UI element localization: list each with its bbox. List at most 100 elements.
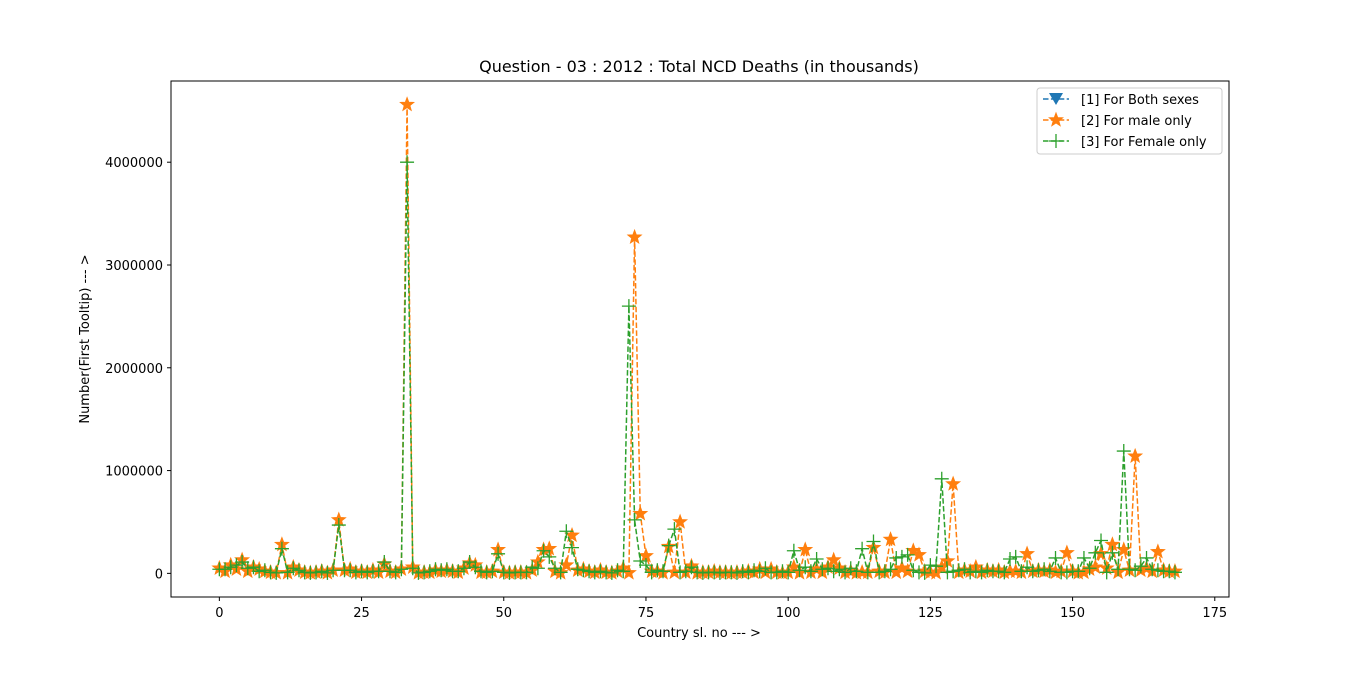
data-point — [832, 562, 847, 577]
data-point — [951, 563, 966, 578]
data-point — [997, 565, 1012, 580]
data-point — [923, 558, 938, 573]
data-point — [530, 561, 545, 576]
data-point — [957, 562, 972, 577]
data-point — [906, 563, 921, 578]
data-point — [400, 155, 415, 170]
data-point — [377, 555, 392, 570]
data-point — [889, 550, 904, 565]
data-point — [399, 96, 416, 112]
series-group-3 — [212, 155, 1182, 580]
data-point — [1162, 564, 1177, 579]
data-point — [570, 562, 585, 577]
x-tick-label: 25 — [353, 606, 370, 621]
data-point — [274, 541, 289, 556]
x-tick-label: 100 — [776, 606, 801, 621]
data-point — [331, 518, 346, 533]
data-point — [883, 562, 898, 577]
data-point — [911, 546, 927, 562]
axes-frame — [170, 80, 1230, 598]
data-point — [252, 564, 267, 579]
data-point — [1008, 549, 1023, 564]
data-point — [626, 228, 643, 245]
data-point — [235, 555, 250, 570]
plot-area — [211, 96, 1183, 580]
data-point — [741, 565, 756, 580]
data-point — [667, 522, 682, 537]
data-point — [866, 534, 881, 549]
y-tick-label: 2000000 — [105, 362, 163, 377]
data-point — [815, 562, 830, 577]
data-point — [553, 565, 568, 580]
y-tick-label: 4000000 — [105, 156, 163, 171]
legend-marker-1 — [1049, 93, 1063, 105]
data-point — [1071, 564, 1086, 579]
data-point — [439, 562, 454, 577]
data-point — [565, 540, 580, 555]
data-point — [1042, 564, 1057, 579]
data-point — [650, 563, 665, 578]
data-point — [849, 564, 864, 579]
data-point — [661, 538, 676, 553]
data-point — [809, 551, 824, 566]
data-point — [422, 564, 437, 579]
data-point — [991, 564, 1006, 579]
data-point — [934, 471, 949, 486]
data-point — [320, 565, 335, 580]
data-point — [360, 565, 375, 580]
data-point — [1150, 563, 1165, 578]
data-point — [382, 564, 397, 579]
data-point — [632, 505, 649, 521]
data-point — [314, 564, 329, 579]
data-point — [1139, 550, 1154, 565]
x-tick-label: 175 — [1202, 606, 1227, 621]
data-point — [1059, 565, 1074, 580]
data-point — [877, 564, 892, 579]
data-point — [491, 546, 506, 561]
axis-ticks: 0 25 50 75 100 125 150 175 0 1000000 2000000 300000… — [105, 156, 1227, 621]
data-point — [644, 565, 659, 580]
data-point — [735, 564, 750, 579]
data-point — [1116, 444, 1131, 459]
data-point — [1003, 551, 1018, 566]
data-point — [656, 564, 671, 579]
x-tick-label: 125 — [918, 606, 943, 621]
legend-marker-3 — [1049, 134, 1063, 148]
data-point — [1088, 545, 1103, 560]
data-point — [257, 563, 272, 578]
data-point — [1048, 550, 1063, 565]
data-point — [797, 541, 814, 557]
data-point — [1082, 561, 1097, 576]
data-point — [286, 561, 301, 576]
data-point — [559, 524, 574, 539]
data-point — [775, 564, 790, 579]
data-point — [536, 543, 551, 558]
data-point — [747, 563, 762, 578]
data-point — [820, 561, 835, 576]
data-point — [1019, 545, 1036, 561]
data-point — [558, 556, 575, 572]
data-point — [872, 565, 887, 580]
data-point — [343, 563, 358, 578]
data-point — [593, 564, 608, 579]
data-point — [752, 564, 767, 579]
data-point — [456, 561, 471, 576]
y-tick-label: 3000000 — [105, 259, 163, 274]
data-point — [638, 558, 653, 573]
data-point — [1037, 562, 1052, 577]
data-point — [980, 563, 995, 578]
legend-box — [1036, 87, 1223, 155]
data-point — [781, 565, 796, 580]
data-point — [1167, 565, 1182, 580]
data-point — [786, 543, 801, 558]
data-point — [672, 513, 689, 529]
data-point — [1122, 562, 1137, 577]
data-point — [1127, 447, 1144, 463]
data-point — [1058, 544, 1075, 560]
data-point — [1105, 545, 1120, 560]
data-point — [968, 564, 983, 579]
data-point — [894, 549, 909, 564]
data-point — [825, 551, 842, 567]
